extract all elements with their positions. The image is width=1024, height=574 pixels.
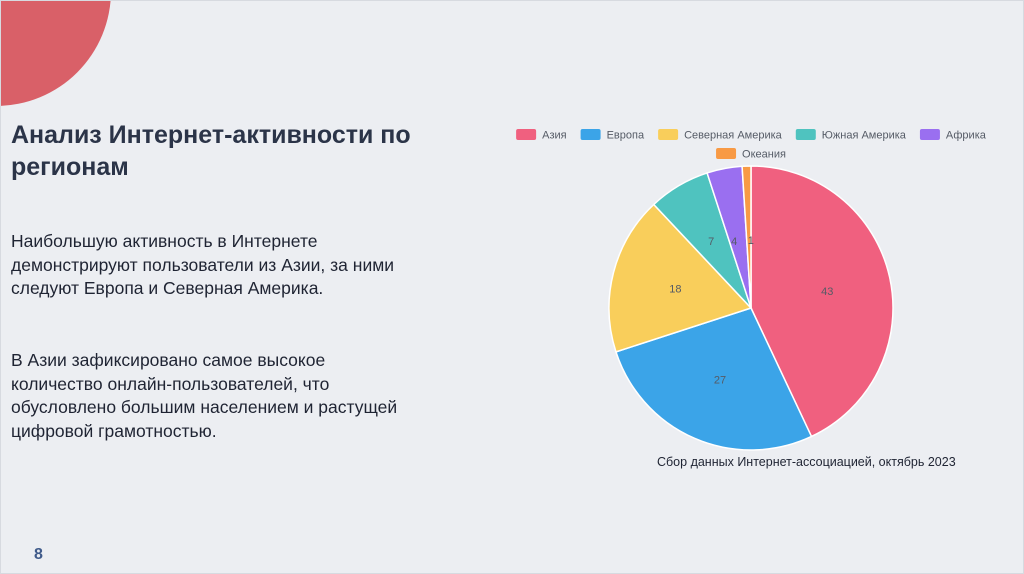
legend-swatch-0 xyxy=(516,129,537,140)
pie-chart: Азия Европа Северная Америка Южная Америка А… xyxy=(475,123,1015,461)
legend-label-0: Азия xyxy=(542,130,567,142)
legend-item-северная-америка[interactable]: Северная Америка xyxy=(658,129,783,142)
decorative-circle xyxy=(1,1,111,106)
legend-item-европа[interactable]: Европа xyxy=(580,129,645,142)
legend-swatch-3 xyxy=(795,129,816,140)
pie-label-1: 27 xyxy=(714,375,726,387)
chart-legend: Азия Европа Северная Америка Южная Америка А… xyxy=(516,129,987,161)
legend-swatch-4 xyxy=(919,129,940,140)
legend-swatch-5 xyxy=(716,148,737,159)
pie-slice-5 xyxy=(741,165,752,309)
pie-chart-svg: Азия Европа Северная Америка Южная Америка А… xyxy=(516,129,987,451)
pie-slice-0 xyxy=(750,165,894,438)
legend-label-3: Южная Америка xyxy=(822,130,907,142)
legend-item-океания[interactable]: Океания xyxy=(716,148,786,161)
pie-label-0: 43 xyxy=(821,286,833,298)
slide-title: Анализ Интернет-активности по регионам xyxy=(11,121,411,181)
legend-label-5: Океания xyxy=(742,149,786,161)
pie-label-3: 7 xyxy=(708,236,714,248)
chart-caption: Сбор данных Интернет-ассоциацией, октябр… xyxy=(657,455,956,469)
paragraph-1: Наибольшую активность в Интернете демонс… xyxy=(11,231,395,298)
pie-labels: 43 27 18 7 4 1 xyxy=(669,235,833,387)
pie-slices xyxy=(608,165,894,451)
pie-slice-1 xyxy=(615,307,813,451)
legend-item-африка[interactable]: Африка xyxy=(919,129,987,142)
legend-label-2: Северная Америка xyxy=(684,130,783,142)
legend-label-4: Африка xyxy=(946,130,987,142)
legend-swatch-2 xyxy=(658,129,679,140)
pie-slice-2 xyxy=(608,203,753,353)
legend-label-1: Европа xyxy=(607,130,645,142)
legend-swatch-1 xyxy=(580,129,601,140)
paragraph-2: В Азии зафиксировано самое высокое колич… xyxy=(11,350,398,441)
pie-label-2: 18 xyxy=(669,284,681,296)
legend-item-южная-америка[interactable]: Южная Америка xyxy=(795,129,907,142)
pie-label-4: 4 xyxy=(731,236,737,248)
legend-item-азия[interactable]: Азия xyxy=(516,129,567,142)
pie-label-5: 1 xyxy=(748,235,754,247)
page-number: 8 xyxy=(34,546,43,563)
